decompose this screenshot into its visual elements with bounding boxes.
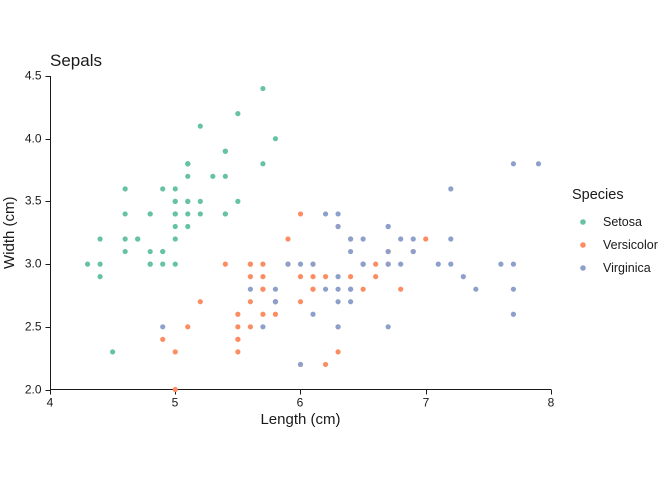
svg-text:6: 6 <box>297 396 304 410</box>
svg-text:Width (cm): Width (cm) <box>1 197 18 270</box>
svg-text:Virginica: Virginica <box>603 261 651 275</box>
svg-text:2.0: 2.0 <box>25 383 42 397</box>
svg-text:4.5: 4.5 <box>25 69 42 83</box>
svg-text:5: 5 <box>172 396 179 410</box>
svg-text:8: 8 <box>548 396 555 410</box>
svg-text:3.0: 3.0 <box>25 257 42 271</box>
svg-text:3.5: 3.5 <box>25 194 42 208</box>
svg-text:7: 7 <box>423 396 430 410</box>
svg-text:2.5: 2.5 <box>25 320 42 334</box>
svg-text:4: 4 <box>47 396 54 410</box>
svg-text:Length (cm): Length (cm) <box>260 411 340 428</box>
svg-text:Sepals: Sepals <box>50 51 102 70</box>
svg-text:4.0: 4.0 <box>25 132 42 146</box>
svg-text:Species: Species <box>572 187 624 203</box>
svg-text:Versicolor: Versicolor <box>603 238 658 252</box>
svg-text:Setosa: Setosa <box>603 215 642 229</box>
